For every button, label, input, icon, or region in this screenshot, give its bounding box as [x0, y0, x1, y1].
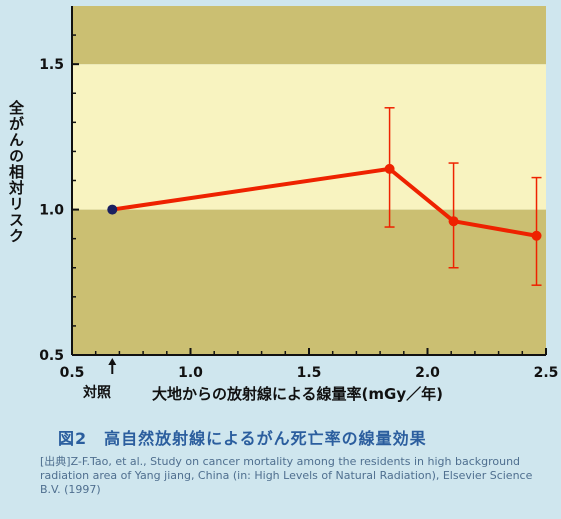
x-tick-label-0.5: 0.5: [60, 365, 85, 381]
y-axis-label: 全がんの相対リスク: [7, 100, 25, 244]
control-arrow-head: [108, 358, 117, 365]
x-tick-label-2.0: 2.0: [415, 365, 440, 381]
x-axis-label: 大地からの放射線による線量率(mGy／年): [152, 385, 443, 403]
y-tick-label-1.0: 1.0: [39, 203, 64, 219]
x-tick-label-2.5: 2.5: [534, 365, 559, 381]
x-tick-label-1.0: 1.0: [178, 365, 203, 381]
band-2: [72, 6, 546, 65]
control-label: 対照: [83, 385, 111, 401]
x-tick-label-1.5: 1.5: [297, 365, 322, 381]
data-point-2: [448, 216, 459, 227]
y-tick-label-0.5: 0.5: [39, 348, 64, 364]
band-0: [72, 209, 546, 355]
control-point: [107, 204, 118, 215]
band-1: [72, 64, 546, 210]
source-citation: [出典]Z-F.Tao, et al., Study on cancer mor…: [40, 455, 533, 496]
figure-title: 図2 高自然放射線によるがん死亡率の線量効果: [58, 429, 427, 448]
y-tick-label-1.5: 1.5: [39, 57, 64, 73]
data-point-1: [384, 163, 395, 174]
series-line-0: [111, 166, 537, 238]
data-point-3: [531, 230, 542, 241]
